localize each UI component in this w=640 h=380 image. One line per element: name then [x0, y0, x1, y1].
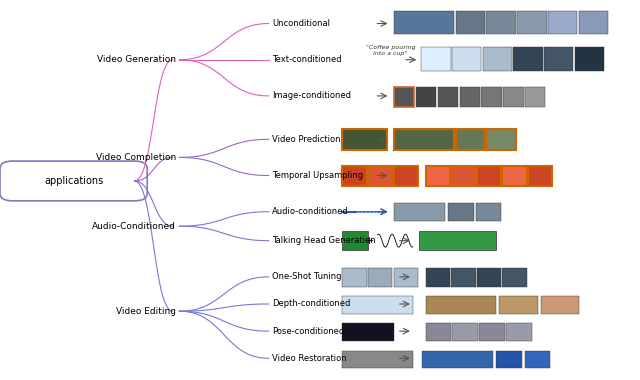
- FancyBboxPatch shape: [477, 268, 501, 287]
- FancyBboxPatch shape: [575, 47, 604, 71]
- FancyBboxPatch shape: [426, 268, 450, 287]
- Text: Temporal Upsampling: Temporal Upsampling: [272, 171, 363, 180]
- FancyBboxPatch shape: [544, 47, 573, 71]
- Text: Video Prediction: Video Prediction: [272, 135, 340, 144]
- FancyBboxPatch shape: [460, 87, 480, 107]
- Text: Video Editing: Video Editing: [116, 307, 176, 316]
- Text: Talking Head Generation: Talking Head Generation: [272, 236, 376, 245]
- FancyBboxPatch shape: [483, 47, 512, 71]
- FancyBboxPatch shape: [342, 268, 367, 287]
- FancyBboxPatch shape: [579, 11, 608, 34]
- Text: +: +: [365, 236, 374, 245]
- Text: Video Restoration: Video Restoration: [272, 354, 347, 363]
- FancyBboxPatch shape: [528, 166, 552, 186]
- Text: Depth-conditioned: Depth-conditioned: [272, 299, 350, 309]
- FancyBboxPatch shape: [394, 129, 454, 150]
- Text: Video Completion: Video Completion: [96, 153, 176, 162]
- Text: Pose-conditioned: Pose-conditioned: [272, 327, 344, 336]
- Text: Video Generation: Video Generation: [97, 55, 176, 64]
- FancyBboxPatch shape: [394, 11, 454, 34]
- FancyBboxPatch shape: [368, 166, 392, 186]
- FancyBboxPatch shape: [456, 129, 485, 150]
- FancyBboxPatch shape: [394, 268, 418, 287]
- FancyBboxPatch shape: [342, 231, 368, 250]
- FancyBboxPatch shape: [394, 87, 414, 107]
- FancyBboxPatch shape: [503, 87, 524, 107]
- Text: Audio-Conditioned: Audio-Conditioned: [92, 222, 176, 231]
- FancyBboxPatch shape: [513, 47, 543, 71]
- FancyBboxPatch shape: [452, 323, 478, 341]
- FancyBboxPatch shape: [525, 351, 550, 369]
- FancyBboxPatch shape: [451, 166, 476, 186]
- FancyBboxPatch shape: [448, 203, 474, 221]
- FancyBboxPatch shape: [499, 296, 538, 314]
- Text: Audio-conditioned: Audio-conditioned: [272, 207, 349, 216]
- FancyBboxPatch shape: [479, 323, 505, 341]
- FancyBboxPatch shape: [426, 296, 496, 314]
- FancyBboxPatch shape: [481, 87, 502, 107]
- FancyBboxPatch shape: [496, 351, 522, 369]
- FancyBboxPatch shape: [486, 11, 516, 34]
- FancyBboxPatch shape: [506, 323, 532, 341]
- FancyBboxPatch shape: [438, 87, 458, 107]
- FancyBboxPatch shape: [517, 11, 547, 34]
- Text: Text-conditioned: Text-conditioned: [272, 55, 342, 64]
- FancyBboxPatch shape: [541, 296, 579, 314]
- FancyBboxPatch shape: [456, 11, 485, 34]
- FancyBboxPatch shape: [421, 47, 451, 71]
- Text: Image-conditioned: Image-conditioned: [272, 92, 351, 100]
- FancyBboxPatch shape: [342, 129, 387, 150]
- FancyBboxPatch shape: [422, 351, 493, 369]
- FancyBboxPatch shape: [394, 166, 418, 186]
- FancyBboxPatch shape: [342, 296, 413, 314]
- FancyBboxPatch shape: [342, 166, 367, 186]
- FancyBboxPatch shape: [452, 47, 481, 71]
- FancyBboxPatch shape: [368, 268, 392, 287]
- FancyBboxPatch shape: [416, 87, 436, 107]
- FancyBboxPatch shape: [0, 161, 147, 201]
- FancyBboxPatch shape: [476, 203, 501, 221]
- FancyBboxPatch shape: [342, 351, 413, 369]
- Text: One-Shot Tuning: One-Shot Tuning: [272, 272, 342, 281]
- Text: applications: applications: [44, 176, 103, 186]
- FancyBboxPatch shape: [451, 268, 476, 287]
- FancyBboxPatch shape: [419, 231, 496, 250]
- FancyBboxPatch shape: [502, 268, 527, 287]
- FancyBboxPatch shape: [477, 166, 501, 186]
- FancyBboxPatch shape: [342, 323, 394, 341]
- Text: Unconditional: Unconditional: [272, 19, 330, 28]
- FancyBboxPatch shape: [502, 166, 527, 186]
- FancyBboxPatch shape: [394, 203, 445, 221]
- FancyBboxPatch shape: [525, 87, 545, 107]
- FancyBboxPatch shape: [486, 129, 516, 150]
- Text: "Coffee pouring
into a cup": "Coffee pouring into a cup": [365, 45, 415, 56]
- FancyBboxPatch shape: [426, 166, 450, 186]
- FancyBboxPatch shape: [548, 11, 577, 34]
- FancyBboxPatch shape: [426, 323, 451, 341]
